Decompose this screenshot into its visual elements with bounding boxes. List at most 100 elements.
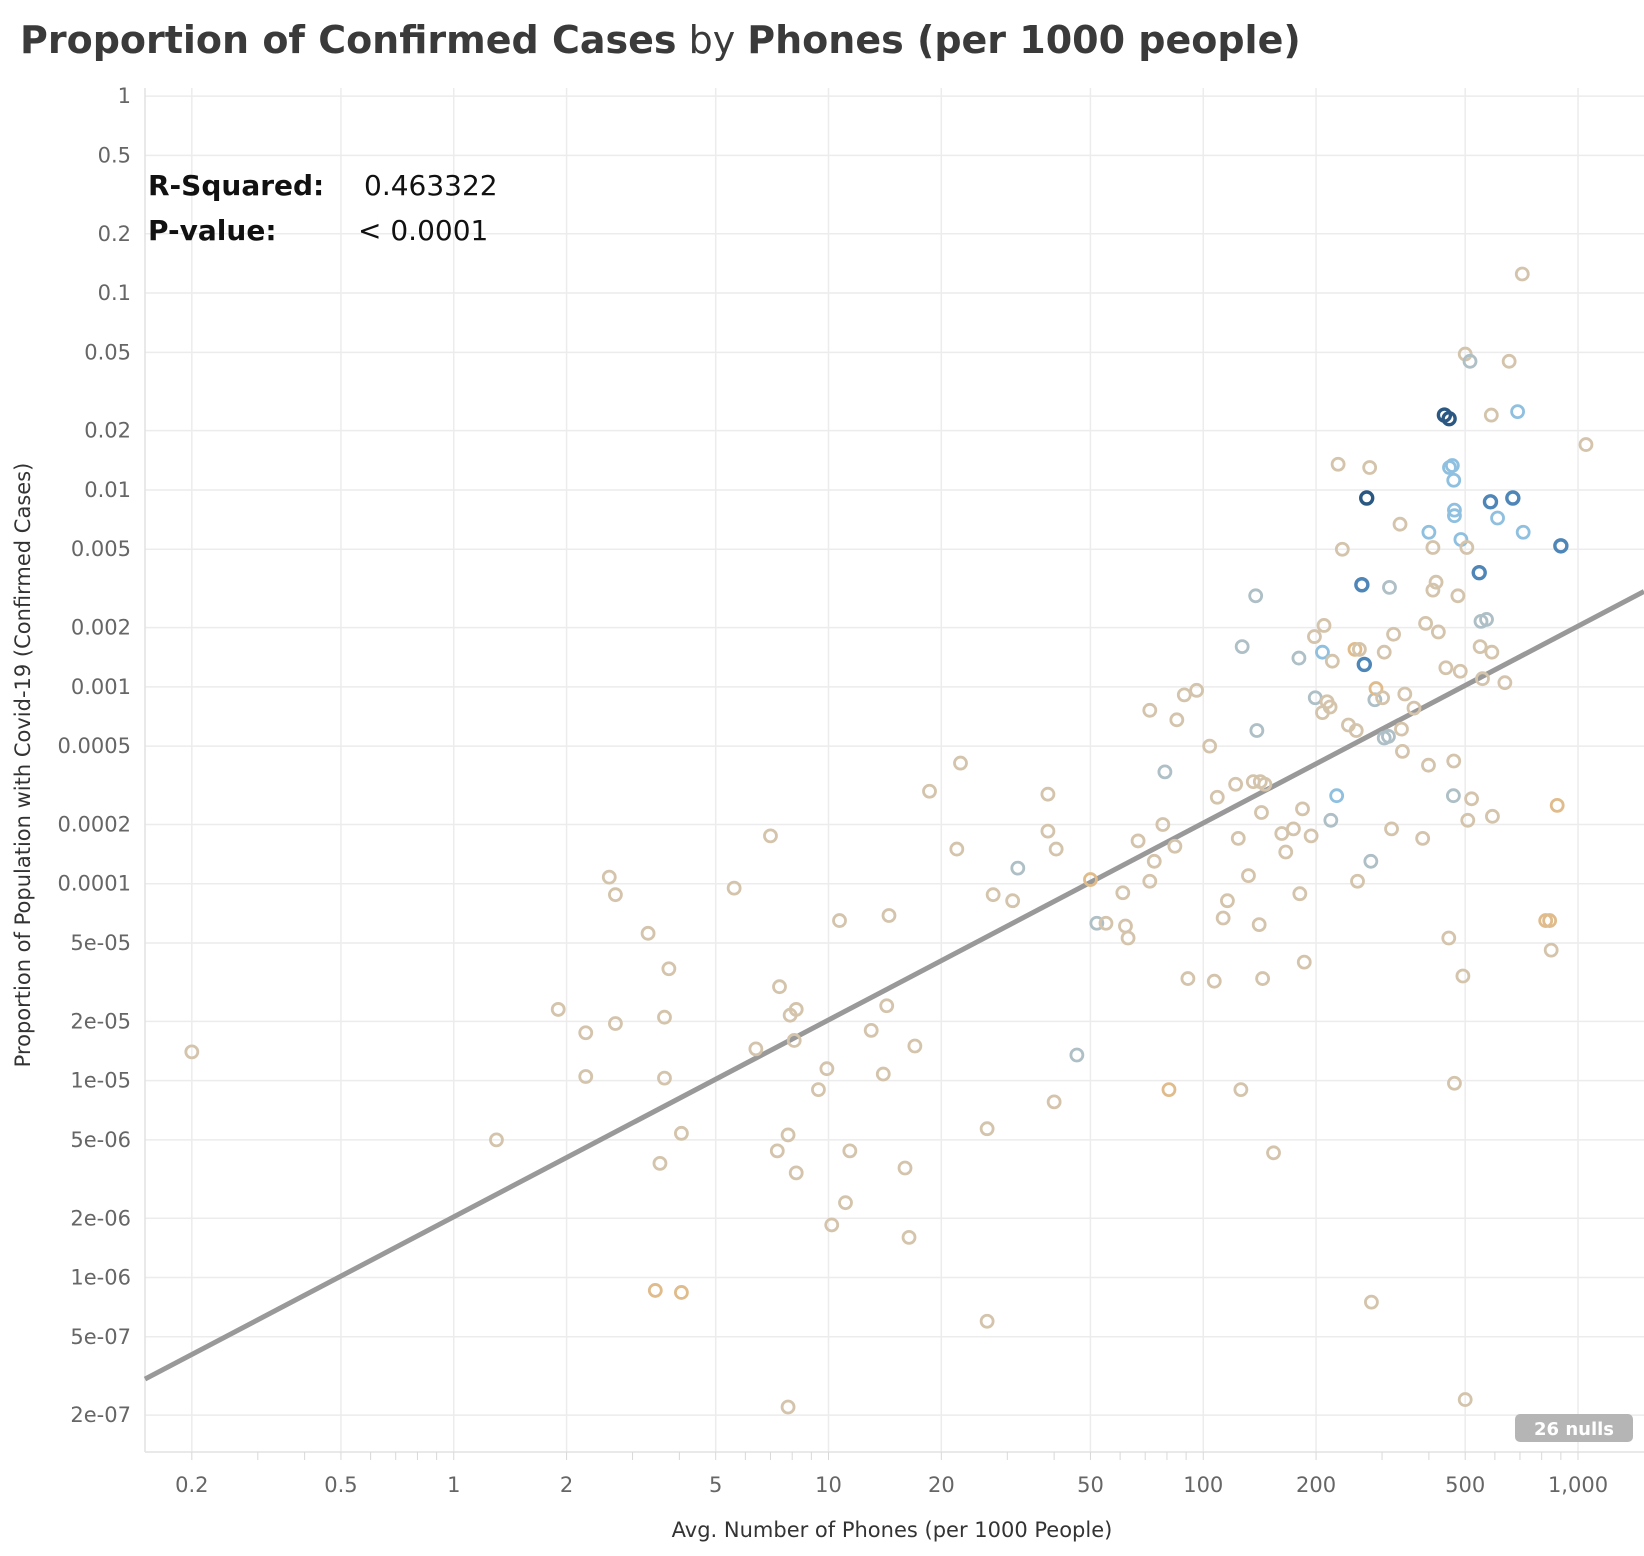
data-point[interactable]	[1384, 821, 1399, 837]
data-point[interactable]	[1347, 641, 1363, 657]
data-point[interactable]	[1457, 1392, 1473, 1407]
data-point[interactable]	[1048, 841, 1064, 857]
data-point[interactable]	[1497, 675, 1513, 691]
data-point[interactable]	[1296, 954, 1312, 970]
data-point[interactable]	[1142, 873, 1158, 889]
data-point[interactable]	[1482, 494, 1499, 510]
data-point[interactable]	[1315, 644, 1330, 660]
data-point[interactable]	[979, 1313, 995, 1329]
data-point[interactable]	[1295, 801, 1310, 817]
data-point[interactable]	[1447, 508, 1462, 524]
data-point[interactable]	[1155, 817, 1171, 832]
data-point[interactable]	[949, 841, 965, 857]
data-point[interactable]	[985, 887, 1001, 903]
data-point[interactable]	[1005, 893, 1021, 909]
data-point[interactable]	[824, 1217, 840, 1233]
data-point[interactable]	[1334, 541, 1350, 557]
data-point[interactable]	[1303, 828, 1319, 844]
data-point[interactable]	[1362, 460, 1378, 475]
data-point[interactable]	[1089, 915, 1105, 931]
data-point[interactable]	[674, 1125, 689, 1141]
data-point[interactable]	[1356, 656, 1373, 673]
data-point[interactable]	[1040, 823, 1056, 839]
data-point[interactable]	[772, 979, 787, 995]
nulls-indicator[interactable]: 26 nulls	[1515, 1414, 1633, 1442]
data-point[interactable]	[788, 1002, 804, 1017]
data-point[interactable]	[1381, 729, 1396, 744]
data-point[interactable]	[1485, 808, 1500, 824]
data-point[interactable]	[550, 1002, 566, 1017]
data-point[interactable]	[1230, 830, 1246, 846]
data-point[interactable]	[1206, 973, 1222, 989]
data-point[interactable]	[1514, 266, 1530, 282]
data-point[interactable]	[652, 1155, 668, 1171]
data-point[interactable]	[1278, 844, 1294, 860]
data-point[interactable]	[1479, 612, 1494, 627]
data-point[interactable]	[838, 1195, 853, 1211]
data-point[interactable]	[901, 1229, 917, 1245]
data-point[interactable]	[1330, 456, 1346, 472]
data-point[interactable]	[748, 1041, 764, 1057]
data-point[interactable]	[1189, 682, 1205, 698]
data-point[interactable]	[1438, 660, 1454, 676]
data-point[interactable]	[879, 998, 895, 1014]
data-point[interactable]	[1254, 805, 1269, 820]
data-point[interactable]	[1316, 618, 1332, 633]
data-point[interactable]	[1359, 490, 1375, 506]
data-point[interactable]	[1307, 629, 1322, 644]
data-point[interactable]	[1376, 644, 1392, 660]
data-point[interactable]	[1394, 721, 1409, 737]
data-point[interactable]	[1505, 490, 1521, 506]
data-point[interactable]	[1329, 788, 1345, 804]
data-point[interactable]	[1220, 893, 1235, 909]
data-point[interactable]	[1286, 821, 1301, 837]
data-point[interactable]	[953, 755, 968, 771]
data-point[interactable]	[881, 908, 897, 923]
data-point[interactable]	[601, 869, 617, 885]
data-point[interactable]	[1421, 524, 1437, 540]
data-point[interactable]	[1363, 853, 1379, 869]
data-point[interactable]	[608, 887, 623, 903]
data-point[interactable]	[647, 1283, 663, 1298]
data-point[interactable]	[788, 1165, 804, 1181]
data-point[interactable]	[1115, 885, 1131, 901]
data-point[interactable]	[1430, 624, 1446, 640]
data-point[interactable]	[922, 783, 937, 799]
data-point[interactable]	[1459, 540, 1475, 555]
data-point[interactable]	[1291, 650, 1307, 666]
data-point[interactable]	[1350, 873, 1365, 889]
data-point[interactable]	[1397, 686, 1413, 702]
data-point[interactable]	[1386, 626, 1401, 642]
data-point[interactable]	[1257, 776, 1273, 792]
data-point[interactable]	[1241, 868, 1256, 883]
data-point[interactable]	[1455, 968, 1471, 984]
data-point[interactable]	[1484, 644, 1500, 660]
data-point[interactable]	[661, 961, 677, 977]
nulls-badge[interactable]	[1515, 1414, 1633, 1442]
data-point[interactable]	[1445, 788, 1461, 804]
data-point[interactable]	[1120, 930, 1136, 946]
data-point[interactable]	[763, 828, 778, 844]
data-point[interactable]	[1415, 830, 1431, 846]
data-point[interactable]	[769, 1143, 785, 1159]
data-point[interactable]	[1069, 1047, 1085, 1063]
data-point[interactable]	[842, 1143, 858, 1159]
data-point[interactable]	[1447, 502, 1462, 518]
data-point[interactable]	[1266, 1145, 1281, 1161]
data-point[interactable]	[1553, 538, 1569, 554]
data-point[interactable]	[1452, 663, 1468, 679]
data-point[interactable]	[1169, 712, 1185, 728]
data-point[interactable]	[1464, 791, 1479, 807]
data-point[interactable]	[1446, 753, 1462, 769]
data-point[interactable]	[657, 1009, 672, 1025]
data-point[interactable]	[1274, 826, 1290, 841]
data-point[interactable]	[1040, 786, 1056, 802]
data-point[interactable]	[1425, 540, 1441, 555]
data-point[interactable]	[1176, 687, 1192, 703]
data-point[interactable]	[1395, 744, 1410, 759]
data-point[interactable]	[1446, 472, 1462, 488]
data-point[interactable]	[1251, 917, 1267, 933]
data-point[interactable]	[1542, 913, 1558, 928]
data-point[interactable]	[1428, 574, 1444, 590]
data-point[interactable]	[832, 913, 847, 928]
